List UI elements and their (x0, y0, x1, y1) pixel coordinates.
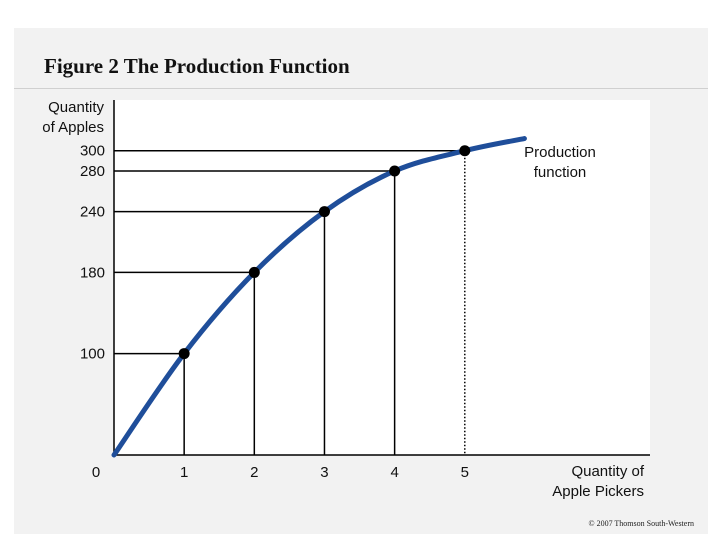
guide-lines (114, 149, 466, 455)
copyright-notice: © 2007 Thomson South-Western (588, 519, 694, 528)
y-tick-label-180: 180 (80, 264, 105, 281)
y-axis-title-line-1: Quantity (48, 99, 104, 116)
x-tick-label-4: 4 (390, 464, 398, 481)
x-tick-label-0: 0 (92, 464, 100, 481)
y-tick-label-240: 240 (80, 204, 105, 221)
tick-labels: 0 1 2 3 4 5 100 180 240 280 300 (80, 143, 469, 481)
data-point-3-pickers (318, 206, 330, 218)
x-tick-label-3: 3 (320, 464, 328, 481)
y-axis-title-line-2: of Apples (42, 119, 104, 136)
x-axis-title-line-2: Apple Pickers (552, 483, 644, 500)
series-label-line-1: Production (524, 144, 596, 161)
series-label-line-2: function (534, 164, 587, 181)
production-function-curve (111, 136, 527, 458)
y-tick-label-300: 300 (80, 143, 105, 160)
x-tick-label-2: 2 (250, 464, 258, 481)
x-tick-label-5: 5 (461, 464, 469, 481)
y-tick-label-100: 100 (80, 346, 105, 363)
data-point-5-pickers (459, 145, 471, 157)
data-points (178, 145, 471, 360)
data-point-1-pickers (178, 348, 190, 360)
plot-area (114, 100, 650, 455)
figure-title: Figure 2 The Production Function (44, 54, 350, 78)
data-point-4-pickers (389, 165, 401, 177)
x-axis-title-line-1: Quantity of (571, 463, 644, 480)
y-tick-label-280: 280 (80, 163, 105, 180)
production-function-label: Production function (524, 144, 596, 181)
axis-titles: Quantity of Apples Quantity of Apple Picker… (42, 99, 645, 500)
x-tick-label-1: 1 (180, 464, 188, 481)
title-divider (14, 88, 708, 89)
data-point-2-pickers (248, 266, 260, 278)
